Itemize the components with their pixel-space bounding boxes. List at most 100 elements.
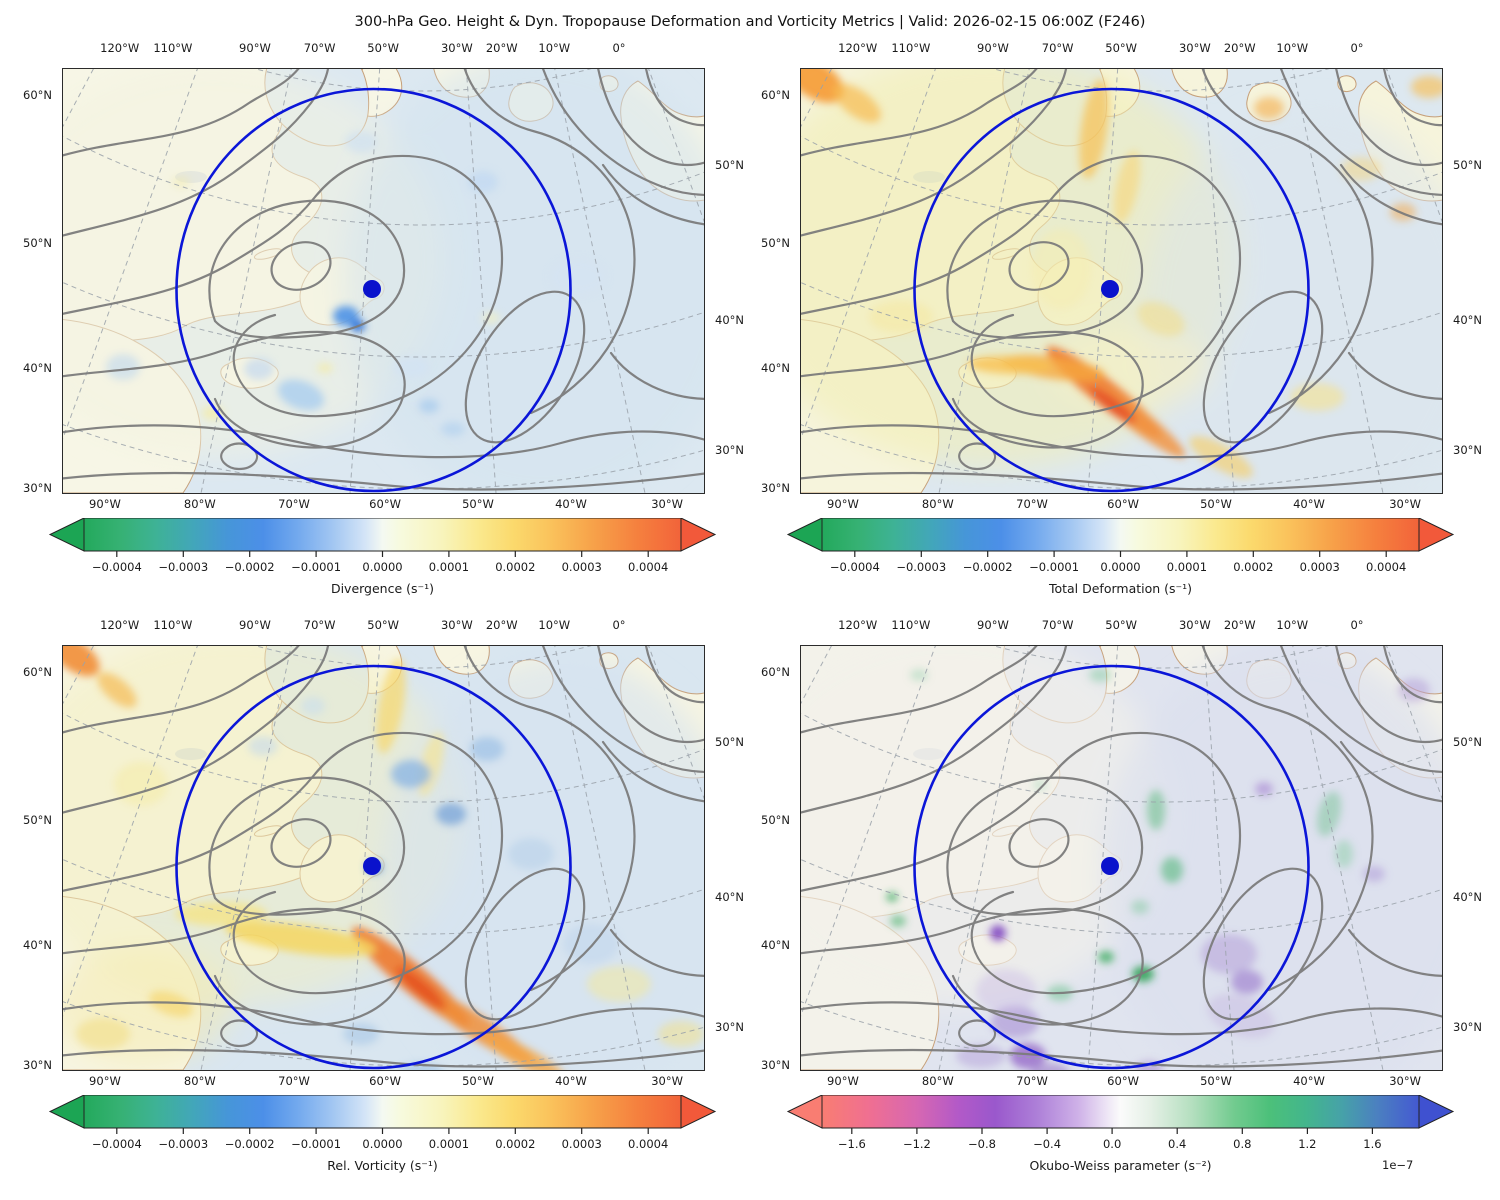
map-divergence	[62, 68, 705, 494]
panel-divergence: 120°W 110°W 90°W 70°W 50°W 30°W 20°W 10°W 0° 60°N…	[23, 41, 744, 596]
colorbar-tick-label: 0.4	[1168, 1137, 1187, 1151]
map-rel-vorticity	[62, 645, 705, 1071]
colorbar-tick-label: −0.8	[968, 1137, 996, 1151]
lon-label: 50°W	[367, 618, 400, 632]
colorbar-wrap-divergence	[48, 517, 717, 558]
lat-label: 60°N	[23, 665, 52, 680]
left-axis-divergence: 60°N 50°N 40°N 30°N	[2, 68, 56, 495]
lat-label: 40°N	[1453, 889, 1482, 904]
lat-label: 60°N	[761, 88, 790, 103]
top-axis-total-deformation: 120°W 110°W 90°W 70°W 50°W 30°W 20°W 10°W 0°	[800, 41, 1441, 57]
left-axis-total-deformation: 60°N 50°N 40°N 30°N	[740, 68, 794, 495]
lon-label: 10°W	[538, 618, 571, 632]
colorbar-tick-label: 0.0001	[428, 560, 470, 574]
colorbar-tick-label: −0.0003	[896, 560, 947, 574]
map-okubo-weiss	[800, 645, 1443, 1071]
lon-label: 50°W	[367, 41, 400, 55]
lon-label: 110°W	[153, 618, 193, 632]
colorbar-ticklabels-divergence: −0.0004 −0.0003 −0.0002 −0.0001 0.0000 0.0001…	[48, 560, 717, 576]
lon-label: 30°W	[651, 497, 683, 511]
colorbar-tick-label: 1.2	[1298, 1137, 1317, 1151]
top-axis-divergence: 120°W 110°W 90°W 70°W 50°W 30°W 20°W 10°W 0°	[62, 41, 703, 57]
colorbar-tick-label: −0.0004	[91, 1137, 142, 1151]
station-marker	[1101, 857, 1119, 875]
colorbar-tick-label: −0.0004	[91, 560, 142, 574]
lon-label: 0°	[612, 41, 626, 55]
lon-label: 70°W	[1016, 1074, 1048, 1088]
lon-label: 30°W	[1178, 618, 1211, 632]
lon-label: 30°W	[1389, 497, 1421, 511]
colorbar-tick-label: 0.0000	[1100, 560, 1141, 574]
bottom-axis-okubo-weiss: 90°W 80°W 70°W 60°W 50°W 40°W 30°W	[800, 1074, 1441, 1090]
lon-label: 70°W	[1041, 41, 1074, 55]
lat-label: 30°N	[715, 1020, 744, 1035]
lon-label: 40°W	[555, 497, 587, 511]
lat-label: 50°N	[1453, 735, 1482, 750]
lon-label: 30°W	[1178, 41, 1211, 55]
colorbar-label-rel-vorticity: Rel. Vorticity (s⁻¹)	[327, 1158, 438, 1173]
bottom-axis-divergence: 90°W 80°W 70°W 60°W 50°W 40°W 30°W	[62, 497, 703, 513]
bottom-axis-rel-vorticity: 90°W 80°W 70°W 60°W 50°W 40°W 30°W	[62, 1074, 703, 1090]
colorbar-tick-label: 0.0	[1102, 1137, 1122, 1151]
figure-title: 300-hPa Geo. Height & Dyn. Tropopause De…	[354, 14, 1146, 30]
colorbar-divergence	[48, 517, 717, 557]
colorbar-tick-label: 0.0004	[628, 1137, 669, 1151]
lon-label: 60°W	[369, 1074, 401, 1088]
lon-label: 80°W	[921, 497, 954, 511]
colorbar-tick-label: −1.2	[902, 1137, 931, 1151]
lon-label: 120°W	[838, 618, 878, 632]
lat-label: 50°N	[715, 735, 744, 750]
lon-label: 60°W	[1107, 1074, 1139, 1088]
lat-label: 40°N	[715, 312, 744, 327]
lon-label: 20°W	[485, 41, 518, 55]
lon-label: 40°W	[1293, 497, 1325, 511]
lon-label: 20°W	[1223, 618, 1256, 632]
colorbar-tick-label: −0.0001	[1029, 560, 1080, 574]
lon-label: 90°W	[89, 1074, 121, 1088]
lat-label: 30°N	[761, 1057, 790, 1072]
lon-label: 70°W	[303, 618, 336, 632]
colorbar-tick-label: −0.0003	[158, 560, 209, 574]
map-canvas-divergence	[63, 69, 704, 493]
colorbar-label-total-deformation: Total Deformation (s⁻¹)	[1048, 581, 1193, 596]
lat-label: 40°N	[1453, 312, 1482, 327]
lat-label: 30°N	[23, 480, 52, 495]
station-marker	[363, 857, 381, 875]
colorbar-tick-label: −1.6	[837, 1137, 866, 1151]
colorbar-multiplier: 1e−7	[1382, 1158, 1414, 1172]
lon-label: 120°W	[100, 41, 140, 55]
lon-label: 70°W	[278, 1074, 310, 1088]
lon-label: 90°W	[827, 497, 859, 511]
colorbar-tick-label: 0.0000	[362, 560, 403, 574]
colorbar-wrap-total-deformation	[786, 517, 1455, 558]
lon-label: 120°W	[838, 41, 878, 55]
lat-label: 50°N	[761, 813, 790, 828]
lon-label: 50°W	[1105, 618, 1138, 632]
lat-label: 40°N	[23, 361, 52, 376]
lat-label: 50°N	[761, 236, 790, 251]
lon-label: 90°W	[827, 1074, 859, 1088]
colorbar-tick-label: 0.0003	[1299, 560, 1340, 574]
colorbar-total-deformation	[786, 517, 1455, 557]
lat-label: 30°N	[23, 1057, 52, 1072]
colorbar-tick-label: −0.0003	[158, 1137, 209, 1151]
colorbar-ticklabels-okubo-weiss: −1.6 −1.2 −0.8 −0.4 0.0 0.4 0.8 1.2 1.6	[786, 1137, 1455, 1153]
lat-label: 60°N	[23, 88, 52, 103]
colorbar-label-divergence: Divergence (s⁻¹)	[330, 581, 435, 596]
colorbar-okubo-weiss	[786, 1094, 1455, 1134]
station-marker	[1101, 280, 1119, 298]
range-ring	[175, 87, 572, 493]
right-axis-okubo-weiss: 50°N 40°N 30°N	[1447, 645, 1500, 1069]
lon-label: 30°W	[1389, 1074, 1421, 1088]
lon-label: 90°W	[239, 618, 271, 632]
lat-label: 30°N	[715, 443, 744, 458]
lon-label: 30°W	[440, 41, 473, 55]
map-canvas-total-deformation	[801, 69, 1442, 493]
panel-rel-vorticity: 120°W 110°W 90°W 70°W 50°W 30°W 20°W 10°W 0° 60°N…	[23, 618, 744, 1173]
colorbar-tick-label: −0.0002	[224, 560, 275, 574]
lon-label: 0°	[1350, 618, 1364, 632]
bottom-axis-total-deformation: 90°W 80°W 70°W 60°W 50°W 40°W 30°W	[800, 497, 1441, 513]
colorbar-tick-label: −0.0002	[224, 1137, 275, 1151]
colorbar-tick-label: 1.6	[1363, 1137, 1382, 1151]
